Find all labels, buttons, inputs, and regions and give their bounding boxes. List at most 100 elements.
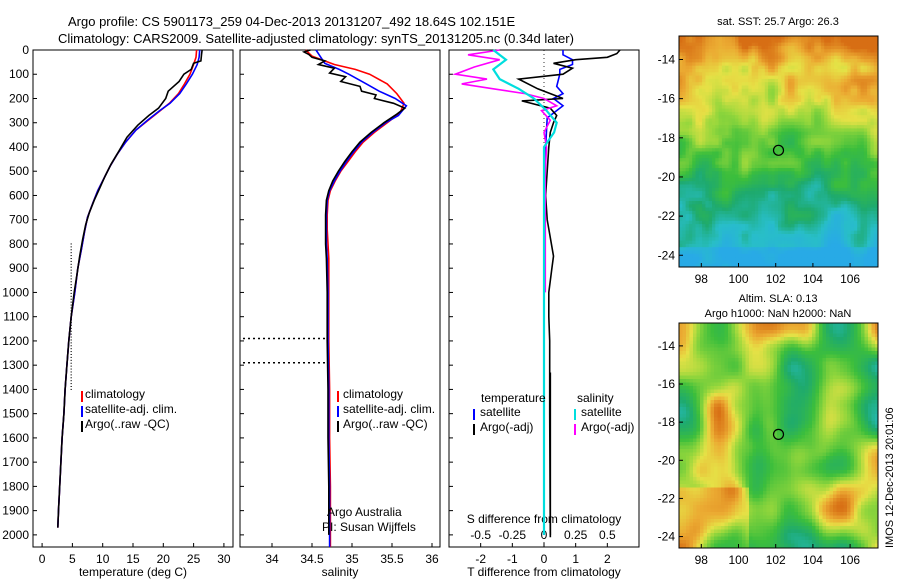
sst-map-cell xyxy=(794,55,799,60)
sla-map-cell xyxy=(770,330,775,335)
sst-map-cell xyxy=(850,237,855,242)
sst-map-cell xyxy=(738,230,743,235)
sst-map-cell xyxy=(817,95,822,100)
sst-map-cell xyxy=(758,158,763,162)
sst-map-cell xyxy=(834,171,838,176)
sst-map-cell xyxy=(857,65,862,70)
sst-map-cell xyxy=(867,181,871,186)
sst-map-cell xyxy=(781,227,786,232)
sst-map-cell xyxy=(692,158,697,162)
sst-map-cell xyxy=(761,42,766,47)
sla-map-cell xyxy=(763,340,768,345)
sst-map-cell xyxy=(853,62,858,67)
sst-map-cell xyxy=(764,151,769,156)
sst-map-cell xyxy=(801,115,805,120)
sst-map-cell xyxy=(679,243,683,248)
sst-map-cell xyxy=(784,204,789,209)
sst-map-cell xyxy=(735,224,739,228)
sst-map-cell xyxy=(705,78,710,83)
sst-map-cell xyxy=(870,197,875,202)
sst-map-cell xyxy=(728,125,733,129)
sst-map-cell xyxy=(784,65,789,70)
sla-map-cell xyxy=(850,358,855,363)
sst-map-cell xyxy=(840,220,845,225)
sst-map-cell xyxy=(748,184,753,189)
sst-map-cell xyxy=(814,260,819,265)
sst-map-cell xyxy=(731,171,736,176)
sla-map-cell xyxy=(875,326,878,331)
sst-map-cell xyxy=(807,55,812,60)
sst-map-cell xyxy=(685,144,690,149)
sla-map-cell xyxy=(731,365,736,370)
sst-map-cell xyxy=(781,65,786,70)
sst-map-cell xyxy=(679,72,683,77)
sst-map-cell xyxy=(794,194,799,199)
sst-map-cell xyxy=(787,69,792,73)
sla-map-cell xyxy=(749,354,754,359)
sla-map-cell xyxy=(735,326,740,331)
sst-map-cell xyxy=(781,138,786,143)
sst-map-cell xyxy=(824,168,829,172)
sst-map-cell xyxy=(728,72,733,77)
sst-map-cell xyxy=(698,230,703,235)
sst-map-cell xyxy=(807,263,812,267)
sst-map-cell xyxy=(847,240,852,245)
sst-map-cell xyxy=(705,118,710,123)
sst-map-cell xyxy=(860,197,865,202)
sst-map-cell xyxy=(688,191,693,195)
sst-map-cell xyxy=(692,191,697,195)
sst-map-cell xyxy=(774,237,779,242)
sla-map-cell xyxy=(696,323,701,328)
sst-map-cell xyxy=(679,88,683,93)
sst-map-cell xyxy=(685,105,690,110)
sst-map-cell xyxy=(824,135,829,139)
sst-map-cell xyxy=(692,194,697,199)
sst-map-cell xyxy=(768,260,772,265)
sla-map-cell xyxy=(812,337,817,342)
sst-map-cell xyxy=(781,108,786,113)
sst-map-cell xyxy=(860,115,865,120)
sst-map-cell xyxy=(860,253,865,258)
sla-map-cell xyxy=(857,358,862,363)
sst-map-cell xyxy=(695,49,700,54)
sst-map-cell xyxy=(804,174,809,179)
sst-map-cell xyxy=(847,108,852,113)
sst-map-cell xyxy=(725,111,730,116)
sst-map-cell xyxy=(853,204,858,209)
sst-map-cell xyxy=(827,230,832,235)
sst-map-cell xyxy=(850,75,855,80)
sst-map-cell xyxy=(801,260,805,265)
sst-map-cell xyxy=(774,85,779,90)
sla-map-cell xyxy=(829,330,834,335)
sla-map-cell xyxy=(875,333,878,338)
sst-map-cell xyxy=(774,171,779,176)
sst-map-cell xyxy=(705,95,710,100)
sst-map-cell xyxy=(728,36,733,40)
sst-map-cell xyxy=(784,36,789,40)
sst-map-cell xyxy=(870,237,875,242)
sst-map-cell xyxy=(728,69,733,73)
sst-map-cell xyxy=(682,227,687,232)
sst-map-cell xyxy=(764,240,769,245)
sst-map-cell xyxy=(708,72,713,77)
sst-map-cell xyxy=(771,224,776,228)
sla-map-cell xyxy=(759,323,764,328)
sst-map-cell xyxy=(774,55,779,60)
sst-map-cell xyxy=(731,177,736,182)
sla-map-cell xyxy=(759,340,764,345)
sla-map-cell xyxy=(686,358,691,363)
sst-map-cell xyxy=(794,207,799,212)
sst-map-cell xyxy=(758,131,763,136)
sst-map-cell xyxy=(847,65,852,70)
sla-map-cell xyxy=(752,330,757,335)
sst-map-cell xyxy=(721,164,726,169)
sla-map-cell xyxy=(861,323,866,328)
sst-map-cell xyxy=(791,121,796,126)
sst-map-cell xyxy=(814,108,819,113)
sst-map-cell xyxy=(745,168,749,172)
sst-map-cell xyxy=(702,210,706,215)
sst-map-cell xyxy=(827,220,832,225)
sst-map-cell xyxy=(801,210,805,215)
sst-map-cell xyxy=(771,151,776,156)
sst-map-cell xyxy=(705,247,710,252)
